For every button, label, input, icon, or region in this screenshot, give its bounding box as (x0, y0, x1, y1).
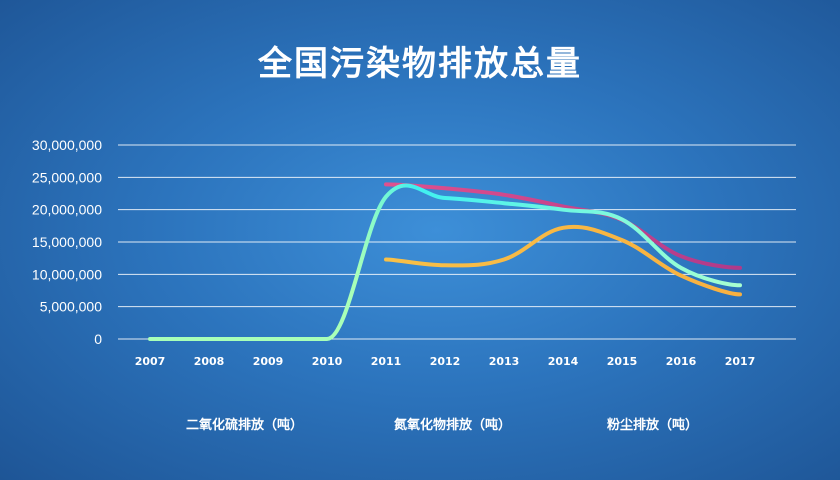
y-axis: 30,000,000 25,000,000 20,000,000 15,000,000… (32, 137, 102, 347)
chart-title: 全国污染物排放总量 (258, 44, 582, 84)
y-tick-label: 30,000,000 (32, 137, 102, 153)
y-tick-label: 15,000,000 (32, 234, 102, 250)
x-tick-label: 2011 (371, 355, 402, 368)
x-tick-label: 2014 (548, 355, 579, 368)
x-tick-label: 2017 (725, 355, 756, 368)
x-tick-label: 2009 (253, 355, 284, 368)
x-tick-label: 2007 (135, 355, 166, 368)
y-tick-label: 0 (94, 331, 102, 347)
legend-item-1: 氮氧化物排放（吨） (343, 417, 511, 433)
series-lines (148, 182, 742, 341)
x-tick-label: 2008 (194, 355, 225, 368)
y-tick-label: 20,000,000 (32, 202, 102, 218)
legend-label: 二氧化硫排放（吨） (186, 417, 303, 433)
legend-item-2: 粉尘排放（吨） (557, 417, 698, 433)
x-tick-label: 2015 (607, 355, 638, 368)
gridlines (118, 144, 796, 340)
series-line-0 (148, 183, 742, 341)
legend-label: 粉尘排放（吨） (607, 417, 698, 433)
y-tick-label: 25,000,000 (32, 169, 102, 185)
y-tick-label: 5,000,000 (40, 299, 102, 315)
x-tick-label: 2010 (312, 355, 343, 368)
y-tick-label: 10,000,000 (32, 266, 102, 282)
legend-item-0: 二氧化硫排放（吨） (135, 417, 303, 433)
x-tick-label: 2016 (666, 355, 697, 368)
legend: 二氧化硫排放（吨） 氮氧化物排放（吨） 粉尘排放（吨） (135, 417, 698, 433)
legend-label: 氮氧化物排放（吨） (394, 417, 511, 433)
series-line-1 (384, 182, 742, 270)
x-tick-label: 2013 (489, 355, 520, 368)
x-axis: 2007 2008 2009 2010 2011 2012 2013 2014 2015 2016… (135, 355, 756, 368)
x-tick-label: 2012 (430, 355, 461, 368)
series-line-2 (384, 224, 742, 297)
